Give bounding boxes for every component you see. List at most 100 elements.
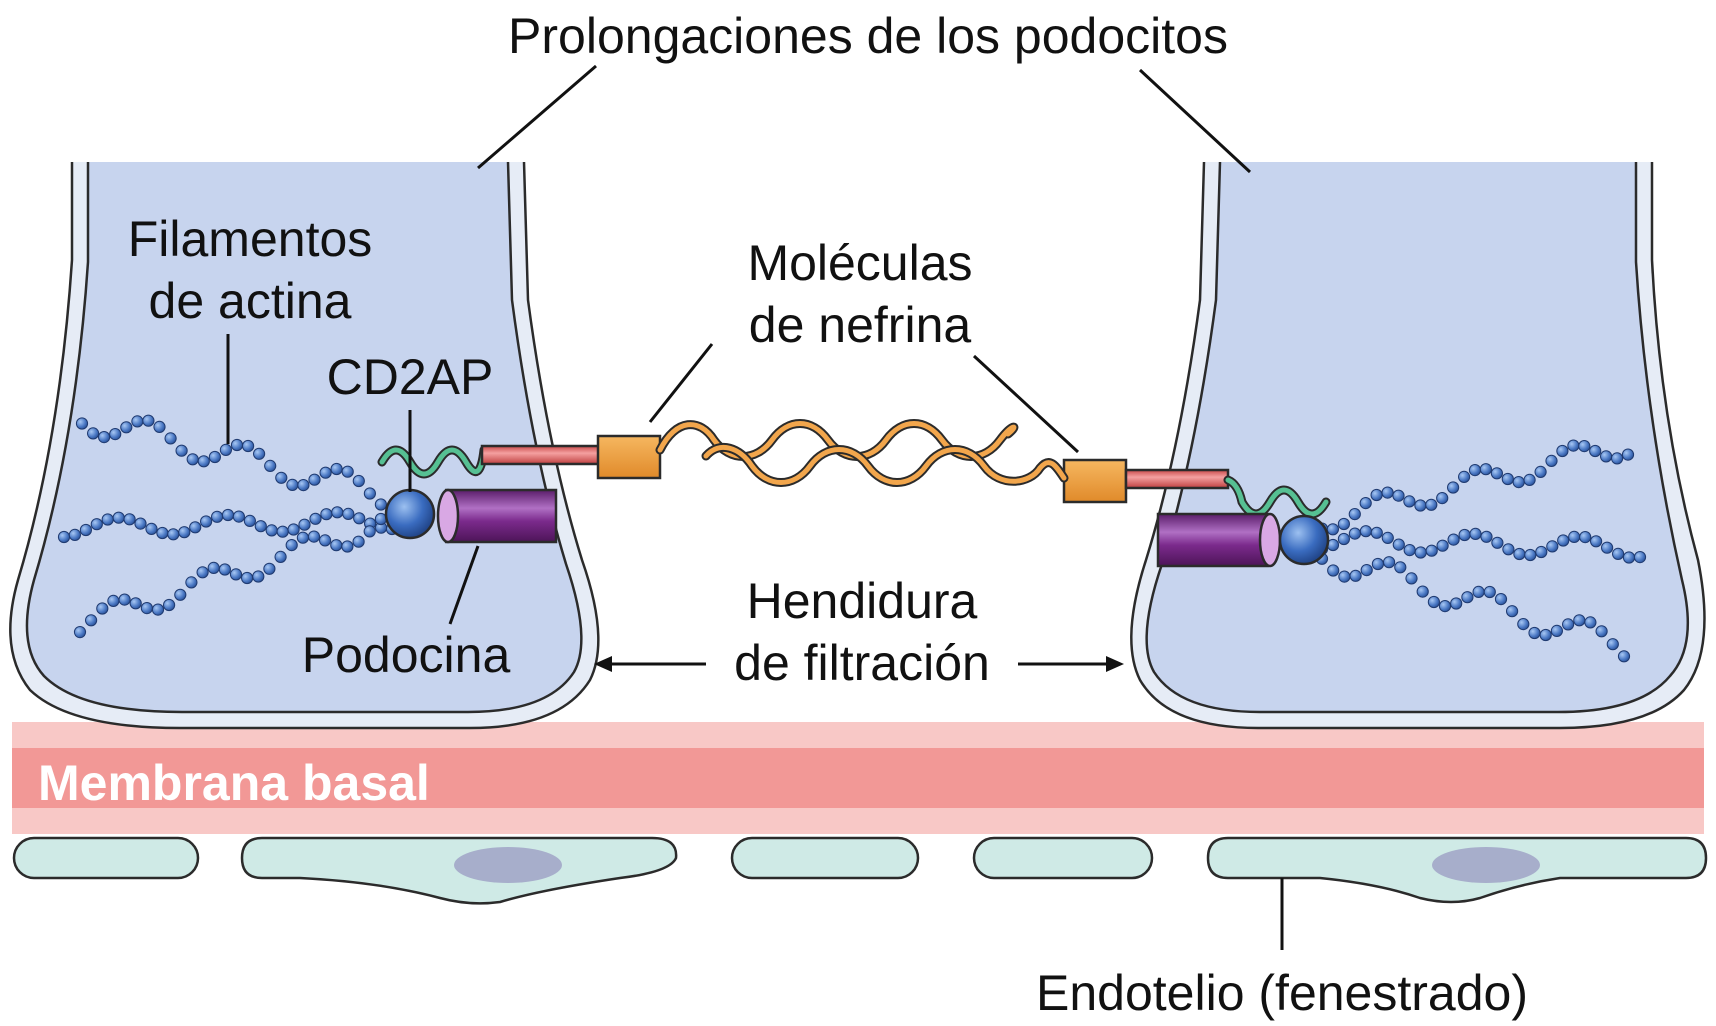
actin-bead — [1403, 495, 1416, 508]
actin-bead — [1348, 527, 1362, 540]
actin-bead — [341, 540, 354, 553]
label-slit-line2: de filtración — [734, 635, 990, 691]
actin-bead — [87, 427, 100, 440]
actin-bead — [196, 566, 209, 579]
linker-wave-left-core — [379, 447, 487, 477]
filtration-slit-arrows — [594, 656, 1124, 672]
actin-bead — [276, 525, 289, 538]
actin-bead — [1579, 531, 1592, 544]
actin-bead — [75, 417, 89, 430]
actin-bead — [208, 450, 221, 464]
actin-bead — [1394, 561, 1407, 574]
actin-bead — [274, 550, 287, 564]
actin-bead — [1600, 450, 1613, 463]
actin-bead — [1348, 507, 1361, 521]
actin-bead — [145, 522, 158, 536]
actin-bead — [298, 518, 311, 531]
endothelial-cell-segment — [972, 836, 1154, 880]
actin-bead — [1539, 628, 1552, 642]
label-actin-line2: de actina — [149, 273, 352, 329]
actin-bead — [353, 512, 366, 525]
actin-bead — [1501, 472, 1514, 486]
actin-bead — [1621, 448, 1635, 461]
actin-bead — [1414, 546, 1427, 559]
actin-bead — [156, 526, 169, 540]
actin-bead — [185, 576, 198, 589]
nephrin-box-right — [1062, 458, 1128, 504]
actin-bead — [1383, 556, 1396, 569]
actin-bead — [1517, 618, 1530, 631]
actin-bead — [1360, 564, 1373, 577]
actin-bead — [1425, 544, 1438, 557]
basement-membrane-label: Membrana basal — [38, 755, 430, 811]
actin-bead — [1550, 624, 1564, 638]
linker-wave-right-core — [1225, 477, 1329, 517]
actin-bead — [1371, 557, 1385, 571]
actin-bead — [163, 598, 176, 612]
actin-bead — [131, 415, 144, 428]
actin-bead — [1513, 547, 1526, 561]
label-actin-line1: Filamentos — [128, 211, 373, 267]
actin-bead — [1469, 527, 1482, 541]
actin-bead — [218, 563, 231, 576]
actin-bead — [296, 531, 309, 544]
basement-membrane: Membrana basal — [12, 722, 1704, 834]
actin-bead — [319, 534, 332, 547]
actin-bead — [211, 510, 224, 523]
actin-bead — [129, 597, 142, 610]
actin-bead — [308, 473, 321, 486]
actin-bead — [98, 431, 111, 444]
actin-bead — [1601, 541, 1614, 554]
actin-bead — [307, 530, 321, 543]
actin-bead — [200, 515, 213, 528]
actin-bead — [1606, 638, 1619, 651]
actin-bead — [1447, 533, 1460, 546]
nephrin-waves — [655, 419, 1069, 487]
podocyte-foot-process-right — [1130, 161, 1706, 730]
endothelium — [12, 836, 1708, 905]
actin-bead — [341, 465, 354, 478]
actin-bead — [1359, 497, 1372, 510]
actin-bead — [1436, 539, 1449, 552]
actin-bead — [1480, 530, 1493, 543]
leader-podocin — [448, 545, 480, 625]
actin-bead — [352, 474, 365, 488]
actin-bead — [1578, 440, 1591, 453]
actin-bead — [1557, 534, 1570, 547]
actin-bead — [101, 513, 114, 526]
slit-complex-right — [1062, 458, 1331, 568]
actin-bead — [1327, 564, 1340, 577]
nephrin-box-left — [596, 434, 662, 480]
label-podocin: Podocina — [302, 627, 511, 683]
actin-bead — [342, 507, 355, 521]
endothelial-cell-segment — [12, 836, 200, 880]
actin-bead — [1425, 498, 1438, 511]
actin-bead — [112, 511, 125, 524]
actin-bead — [287, 523, 300, 536]
actin-bead — [265, 524, 278, 537]
actin-bead — [1506, 605, 1519, 618]
arrow-head-left — [594, 656, 612, 672]
basement-membrane-core-layer — [12, 748, 1704, 808]
actin-bead — [186, 453, 199, 466]
actin-bead — [363, 525, 376, 538]
nephrin-rod-left — [480, 444, 602, 466]
actin-bead — [1403, 544, 1416, 557]
actin-bead — [221, 508, 235, 522]
actin-bead — [319, 466, 332, 479]
actin-bead — [1392, 489, 1405, 502]
actin-bead — [175, 444, 188, 457]
leader-nephrin-left — [648, 343, 714, 423]
actin-bead — [330, 462, 343, 476]
actin-bead — [1633, 551, 1647, 564]
actin-bead — [286, 478, 299, 491]
actin-bead — [1611, 452, 1624, 465]
actin-bead — [330, 539, 343, 552]
leader-nephrin-right — [972, 354, 1080, 454]
endothelial-nucleus — [454, 847, 562, 883]
actin-bead — [1483, 585, 1496, 599]
cd2ap-right — [1278, 514, 1330, 566]
actin-bead — [1568, 530, 1581, 544]
actin-bead — [1381, 531, 1394, 545]
